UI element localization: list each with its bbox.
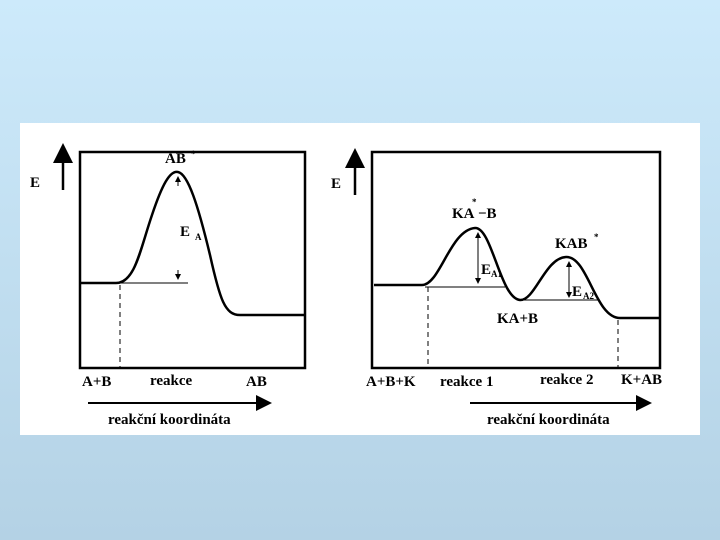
- ea-label: E: [572, 284, 582, 300]
- x-label: K+AB: [621, 372, 662, 388]
- left-panel: E AB * E A A+B reakce AB reakční koordin…: [30, 143, 307, 428]
- ea-label: E: [180, 224, 190, 240]
- x-label: A+B+K: [366, 374, 416, 390]
- peak-mark: *: [594, 232, 599, 242]
- intermediate-label: KA+B: [497, 311, 538, 327]
- frame: [370, 150, 662, 370]
- frame: [78, 150, 307, 370]
- axis-title: reakční koordináta: [487, 412, 610, 428]
- peak-label: KA: [452, 206, 475, 222]
- ea-sub: A1: [491, 269, 502, 279]
- x-label: reakce: [150, 373, 193, 389]
- ea-sub: A2: [583, 291, 594, 301]
- peak-mark: *: [472, 197, 477, 207]
- right-panel: E KA * −B KAB * E A1 E A2 KA+B A+B+K rea…: [331, 148, 662, 428]
- peak-label-suffix: −B: [478, 206, 497, 222]
- peak-label: AB: [165, 151, 186, 167]
- ea-sub: A: [195, 232, 202, 242]
- axis-label: E: [331, 176, 341, 192]
- x-label: A+B: [82, 374, 111, 390]
- axis-title: reakční koordináta: [108, 412, 231, 428]
- peak-label: KAB: [555, 236, 588, 252]
- x-label: reakce 1: [440, 374, 493, 390]
- peak-mark: *: [191, 149, 196, 159]
- energy-curve: [80, 170, 305, 317]
- x-label: AB: [246, 374, 267, 390]
- energy-curve: [374, 226, 660, 320]
- figure-bg: [20, 123, 700, 435]
- axis-label: E: [30, 175, 40, 191]
- x-label: reakce 2: [540, 372, 593, 388]
- ea-label: E: [481, 262, 491, 278]
